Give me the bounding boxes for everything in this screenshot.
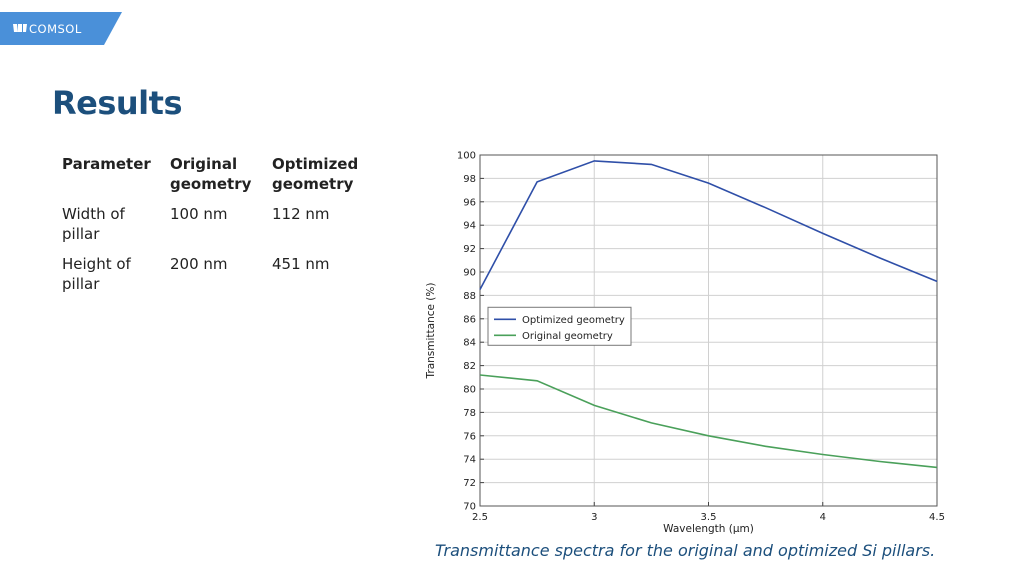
table-cell: Width of pillar [62,205,125,243]
y-tick-label: 74 [463,455,476,466]
y-tick-label: 88 [463,291,476,302]
table-cell: Height of pillar [62,255,131,293]
y-tick-label: 90 [463,268,476,279]
y-tick-label: 92 [463,244,476,255]
table-header: Parameter [62,155,151,173]
table-cell: 200 nm [170,255,228,273]
table-cell: 112 nm [272,205,330,223]
legend-box [487,306,632,346]
y-tick-label: 78 [463,408,476,419]
plot-frame [479,154,938,507]
y-tick-label: 84 [463,338,476,349]
table-header: Original geometry [170,155,252,193]
series-line [479,374,938,469]
y-tick-label: 96 [463,197,476,208]
table-header-row: Parameter Original geometry Optimized ge… [56,154,378,204]
y-tick-label: 86 [463,314,476,325]
parameter-table: Parameter Original geometry Optimized ge… [56,154,378,304]
legend-label: Optimized geometry [522,315,625,326]
x-tick-label: 4.5 [929,512,945,523]
table-cell: 451 nm [272,255,330,273]
legend-label: Original geometry [522,331,613,342]
table-row: Height of pillar 200 nm 451 nm [56,254,378,304]
y-tick-label: 100 [457,151,476,162]
table-cell: 100 nm [170,205,228,223]
x-tick-label: 3.5 [701,512,717,523]
x-axis-label: Wavelength (µm) [663,523,754,535]
y-tick-label: 72 [463,478,476,489]
table-header: Optimized geometry [272,155,359,193]
y-tick-label: 76 [463,431,476,442]
y-tick-label: 98 [463,174,476,185]
y-tick-label: 82 [463,361,476,372]
transmittance-chart: 2.5 3 3.5 4 4.5 70 72 74 76 78 80 82 84 86 88 90 92 94 96 9… [425,151,945,536]
y-tick-label: 94 [463,221,476,232]
figure-caption: Transmittance spectra for the original a… [435,541,936,560]
x-tick-label: 3 [591,512,597,523]
brand-name: COMSOL [29,22,82,36]
x-tick-label: 2.5 [472,512,488,523]
comsol-logo-icon [13,24,27,32]
table-row: Width of pillar 100 nm 112 nm [56,204,378,254]
y-tick-label: 80 [463,385,476,396]
page-title: Results [52,84,182,122]
series-line [479,160,938,290]
x-tick-label: 4 [820,512,826,523]
y-tick-label: 70 [463,502,476,513]
y-axis-label: Transmittance (%) [425,283,437,380]
brand-banner [0,12,122,45]
